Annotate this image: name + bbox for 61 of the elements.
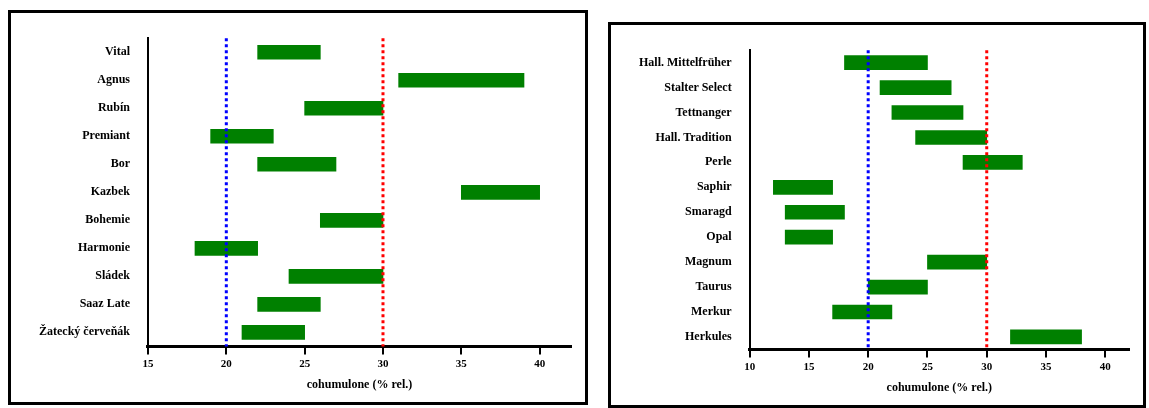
y-tick-label: Kazbek: [90, 184, 131, 199]
bar: [962, 155, 1023, 170]
y-tick-label: Opal: [706, 229, 733, 244]
bar: [210, 128, 274, 144]
bar: [784, 229, 833, 245]
y-tick-label: Tettnanger: [675, 104, 733, 119]
y-tick-label: Perle: [704, 154, 733, 169]
x-tick-label: 15: [142, 356, 154, 369]
bar: [867, 279, 928, 295]
x-axis-title: cohumulone (% rel.): [886, 379, 993, 394]
x-tick-label: 20: [220, 356, 233, 369]
x-tick-label: 20: [862, 359, 875, 372]
bar: [891, 105, 964, 120]
y-tick-label: Saaz Late: [79, 296, 131, 311]
y-tick-label: Rubín: [97, 100, 131, 115]
y-tick-label: Sládek: [95, 268, 131, 283]
x-tick-label: 35: [455, 356, 468, 369]
y-tick-label: Merkur: [690, 304, 733, 319]
bar: [784, 204, 845, 220]
bar: [257, 297, 321, 312]
bar: [194, 241, 258, 256]
x-tick-label: 25: [921, 359, 934, 372]
y-tick-label: Taurus: [695, 279, 732, 294]
bar: [398, 72, 525, 88]
y-tick-label: Hall. Tradition: [655, 129, 732, 144]
y-tick-label: Bor: [110, 156, 131, 171]
bar: [319, 212, 384, 228]
y-tick-label: Agnus: [97, 72, 131, 87]
x-tick-label: 30: [981, 359, 993, 372]
x-tick-label: 15: [803, 359, 815, 372]
y-tick-label: Hall. Mittelfrüher: [639, 54, 733, 69]
bar: [257, 44, 321, 60]
x-tick-label: 40: [1099, 359, 1112, 372]
x-tick-label: 30: [377, 356, 389, 369]
bar: [879, 80, 952, 95]
bar: [288, 269, 384, 284]
x-tick-label: 25: [299, 356, 311, 369]
bar: [927, 254, 988, 270]
x-tick-label: 10: [744, 359, 756, 372]
bar: [241, 325, 305, 340]
bar: [1010, 329, 1082, 345]
x-tick-label: 35: [1040, 359, 1053, 372]
y-tick-label: Vital: [105, 44, 131, 59]
y-tick-label: Smaragd: [684, 204, 732, 219]
bar: [773, 180, 833, 195]
y-tick-label: Stalter Select: [664, 79, 732, 94]
y-tick-label: Žatecký červeňák: [38, 324, 131, 339]
y-tick-label: Herkules: [684, 329, 732, 344]
bar: [844, 55, 928, 70]
y-tick-label: Bohemie: [85, 212, 131, 227]
bar: [304, 100, 384, 116]
y-tick-label: Saphir: [696, 179, 733, 194]
bar: [257, 156, 337, 172]
y-tick-label: Harmonie: [77, 240, 131, 255]
bar: [461, 184, 540, 200]
bar: [915, 130, 988, 145]
bar: [832, 304, 893, 320]
x-tick-label: 40: [534, 356, 546, 369]
y-tick-label: Premiant: [82, 128, 130, 143]
y-tick-label: Magnum: [684, 254, 732, 269]
x-axis-title: cohumulone (% rel.): [306, 376, 413, 391]
